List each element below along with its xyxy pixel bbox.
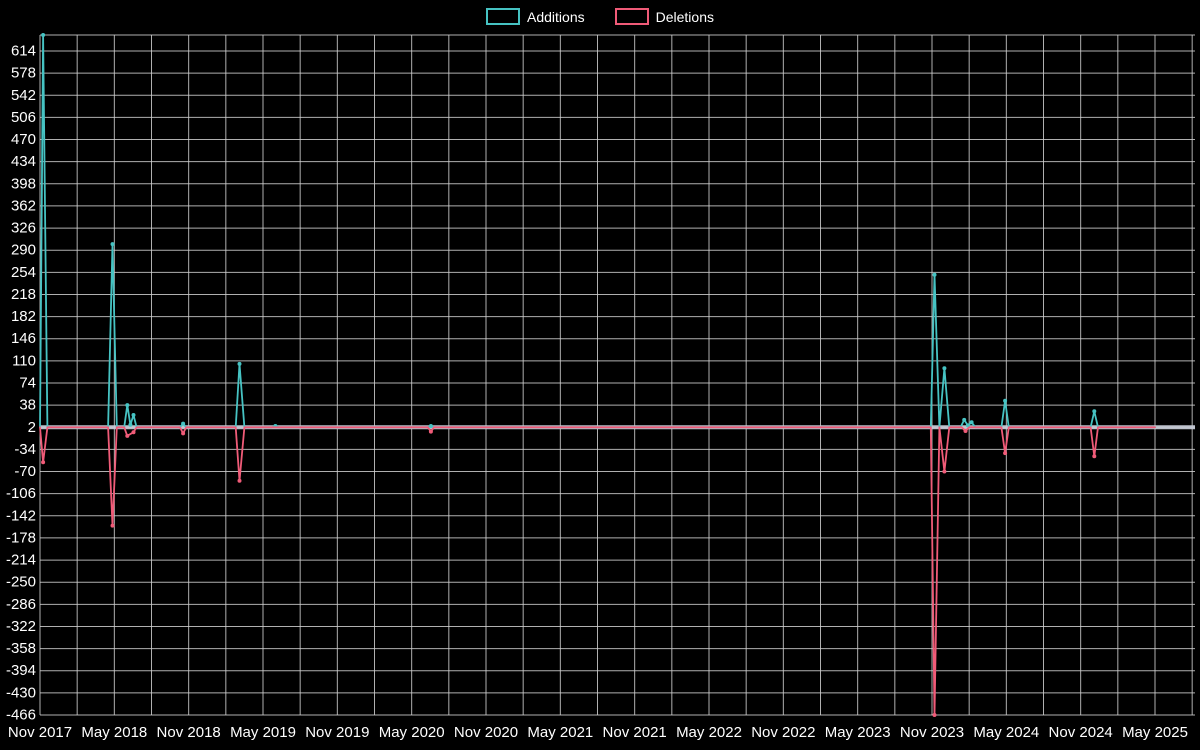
y-tick-label: -34 bbox=[14, 441, 36, 458]
y-tick-label: -286 bbox=[6, 596, 36, 613]
y-tick-label: 614 bbox=[11, 43, 36, 60]
data-point-additions bbox=[131, 413, 136, 417]
x-tick-label: May 2025 bbox=[1122, 724, 1188, 741]
x-tick-label: Nov 2023 bbox=[900, 724, 964, 741]
y-tick-label: -70 bbox=[14, 463, 36, 480]
x-tick-label: Nov 2021 bbox=[603, 724, 667, 741]
data-point-deletions bbox=[125, 433, 130, 438]
y-tick-label: 254 bbox=[11, 264, 36, 281]
data-point-additions bbox=[237, 361, 242, 366]
y-tick-label: -322 bbox=[6, 618, 36, 635]
data-point-deletions bbox=[131, 430, 136, 435]
data-point-additions bbox=[41, 33, 46, 37]
deletions-swatch-icon bbox=[614, 8, 649, 25]
data-point-additions bbox=[125, 403, 130, 408]
data-point-additions bbox=[1003, 398, 1008, 403]
x-tick-label: May 2018 bbox=[81, 724, 147, 741]
x-tick-label: Nov 2019 bbox=[305, 724, 369, 741]
y-tick-label: 74 bbox=[19, 375, 36, 392]
x-tick-label: Nov 2020 bbox=[454, 724, 518, 741]
y-tick-label: 470 bbox=[11, 131, 36, 148]
x-tick-label: May 2020 bbox=[379, 724, 445, 741]
x-tick-label: May 2021 bbox=[527, 724, 593, 741]
y-tick-label: -106 bbox=[6, 485, 36, 502]
y-tick-label: -142 bbox=[6, 507, 36, 524]
y-tick-label: 434 bbox=[11, 153, 36, 170]
data-point-deletions bbox=[237, 478, 242, 483]
data-point-additions bbox=[428, 424, 433, 428]
y-tick-label: -178 bbox=[6, 529, 36, 546]
data-point-additions bbox=[962, 417, 967, 422]
data-point-additions bbox=[181, 421, 186, 426]
data-point-deletions bbox=[942, 469, 947, 474]
legend-item-additions[interactable]: Additions bbox=[486, 8, 585, 25]
data-point-additions bbox=[128, 422, 133, 427]
y-tick-label: -250 bbox=[6, 574, 36, 591]
series-line-deletions bbox=[39, 426, 1156, 716]
data-point-additions bbox=[932, 272, 937, 277]
data-point-additions bbox=[110, 242, 115, 247]
y-tick-label: 506 bbox=[11, 109, 36, 126]
x-tick-label: May 2024 bbox=[973, 724, 1039, 741]
y-tick-label: 542 bbox=[11, 87, 36, 104]
x-tick-label: Nov 2022 bbox=[751, 724, 815, 741]
y-tick-label: 398 bbox=[11, 175, 36, 192]
x-tick-label: Nov 2024 bbox=[1049, 724, 1113, 741]
y-tick-label: -466 bbox=[6, 707, 36, 724]
y-tick-label: 578 bbox=[11, 65, 36, 82]
y-tick-label: 182 bbox=[11, 308, 36, 325]
legend-item-deletions[interactable]: Deletions bbox=[614, 8, 714, 25]
legend-additions-label: Additions bbox=[527, 8, 585, 25]
y-tick-label: -394 bbox=[6, 662, 36, 679]
x-tick-label: Nov 2018 bbox=[157, 724, 221, 741]
data-point-additions bbox=[1092, 409, 1097, 414]
y-tick-label: 218 bbox=[11, 286, 36, 303]
data-point-additions bbox=[969, 420, 974, 425]
data-point-deletions bbox=[932, 713, 937, 717]
y-tick-label: 362 bbox=[11, 197, 36, 214]
data-point-deletions bbox=[41, 460, 46, 465]
data-point-deletions bbox=[1092, 454, 1097, 459]
y-tick-label: 290 bbox=[11, 242, 36, 259]
y-tick-label: -358 bbox=[6, 640, 36, 657]
y-tick-label: 326 bbox=[11, 220, 36, 237]
y-tick-label: 146 bbox=[11, 330, 36, 347]
y-tick-label: 2 bbox=[28, 419, 36, 436]
data-point-additions bbox=[965, 423, 970, 428]
data-point-deletions bbox=[1003, 451, 1008, 456]
data-point-additions bbox=[942, 366, 947, 371]
additions-swatch-icon bbox=[486, 8, 521, 25]
x-tick-label: May 2019 bbox=[230, 724, 296, 741]
x-tick-label: May 2023 bbox=[825, 724, 891, 741]
y-tick-label: -214 bbox=[6, 552, 36, 569]
data-point-deletions bbox=[428, 429, 433, 434]
x-tick-label: May 2022 bbox=[676, 724, 742, 741]
y-tick-label: 38 bbox=[19, 397, 36, 414]
x-tick-label: Nov 2017 bbox=[8, 724, 72, 741]
data-point-deletions bbox=[963, 429, 968, 433]
legend-deletions-label: Deletions bbox=[655, 8, 714, 25]
y-tick-label: 110 bbox=[12, 352, 36, 369]
y-tick-label: -430 bbox=[6, 684, 36, 701]
data-point-deletions bbox=[181, 431, 186, 436]
data-point-deletions bbox=[110, 523, 115, 528]
chart-legend: Additions Deletions bbox=[0, 8, 1200, 25]
